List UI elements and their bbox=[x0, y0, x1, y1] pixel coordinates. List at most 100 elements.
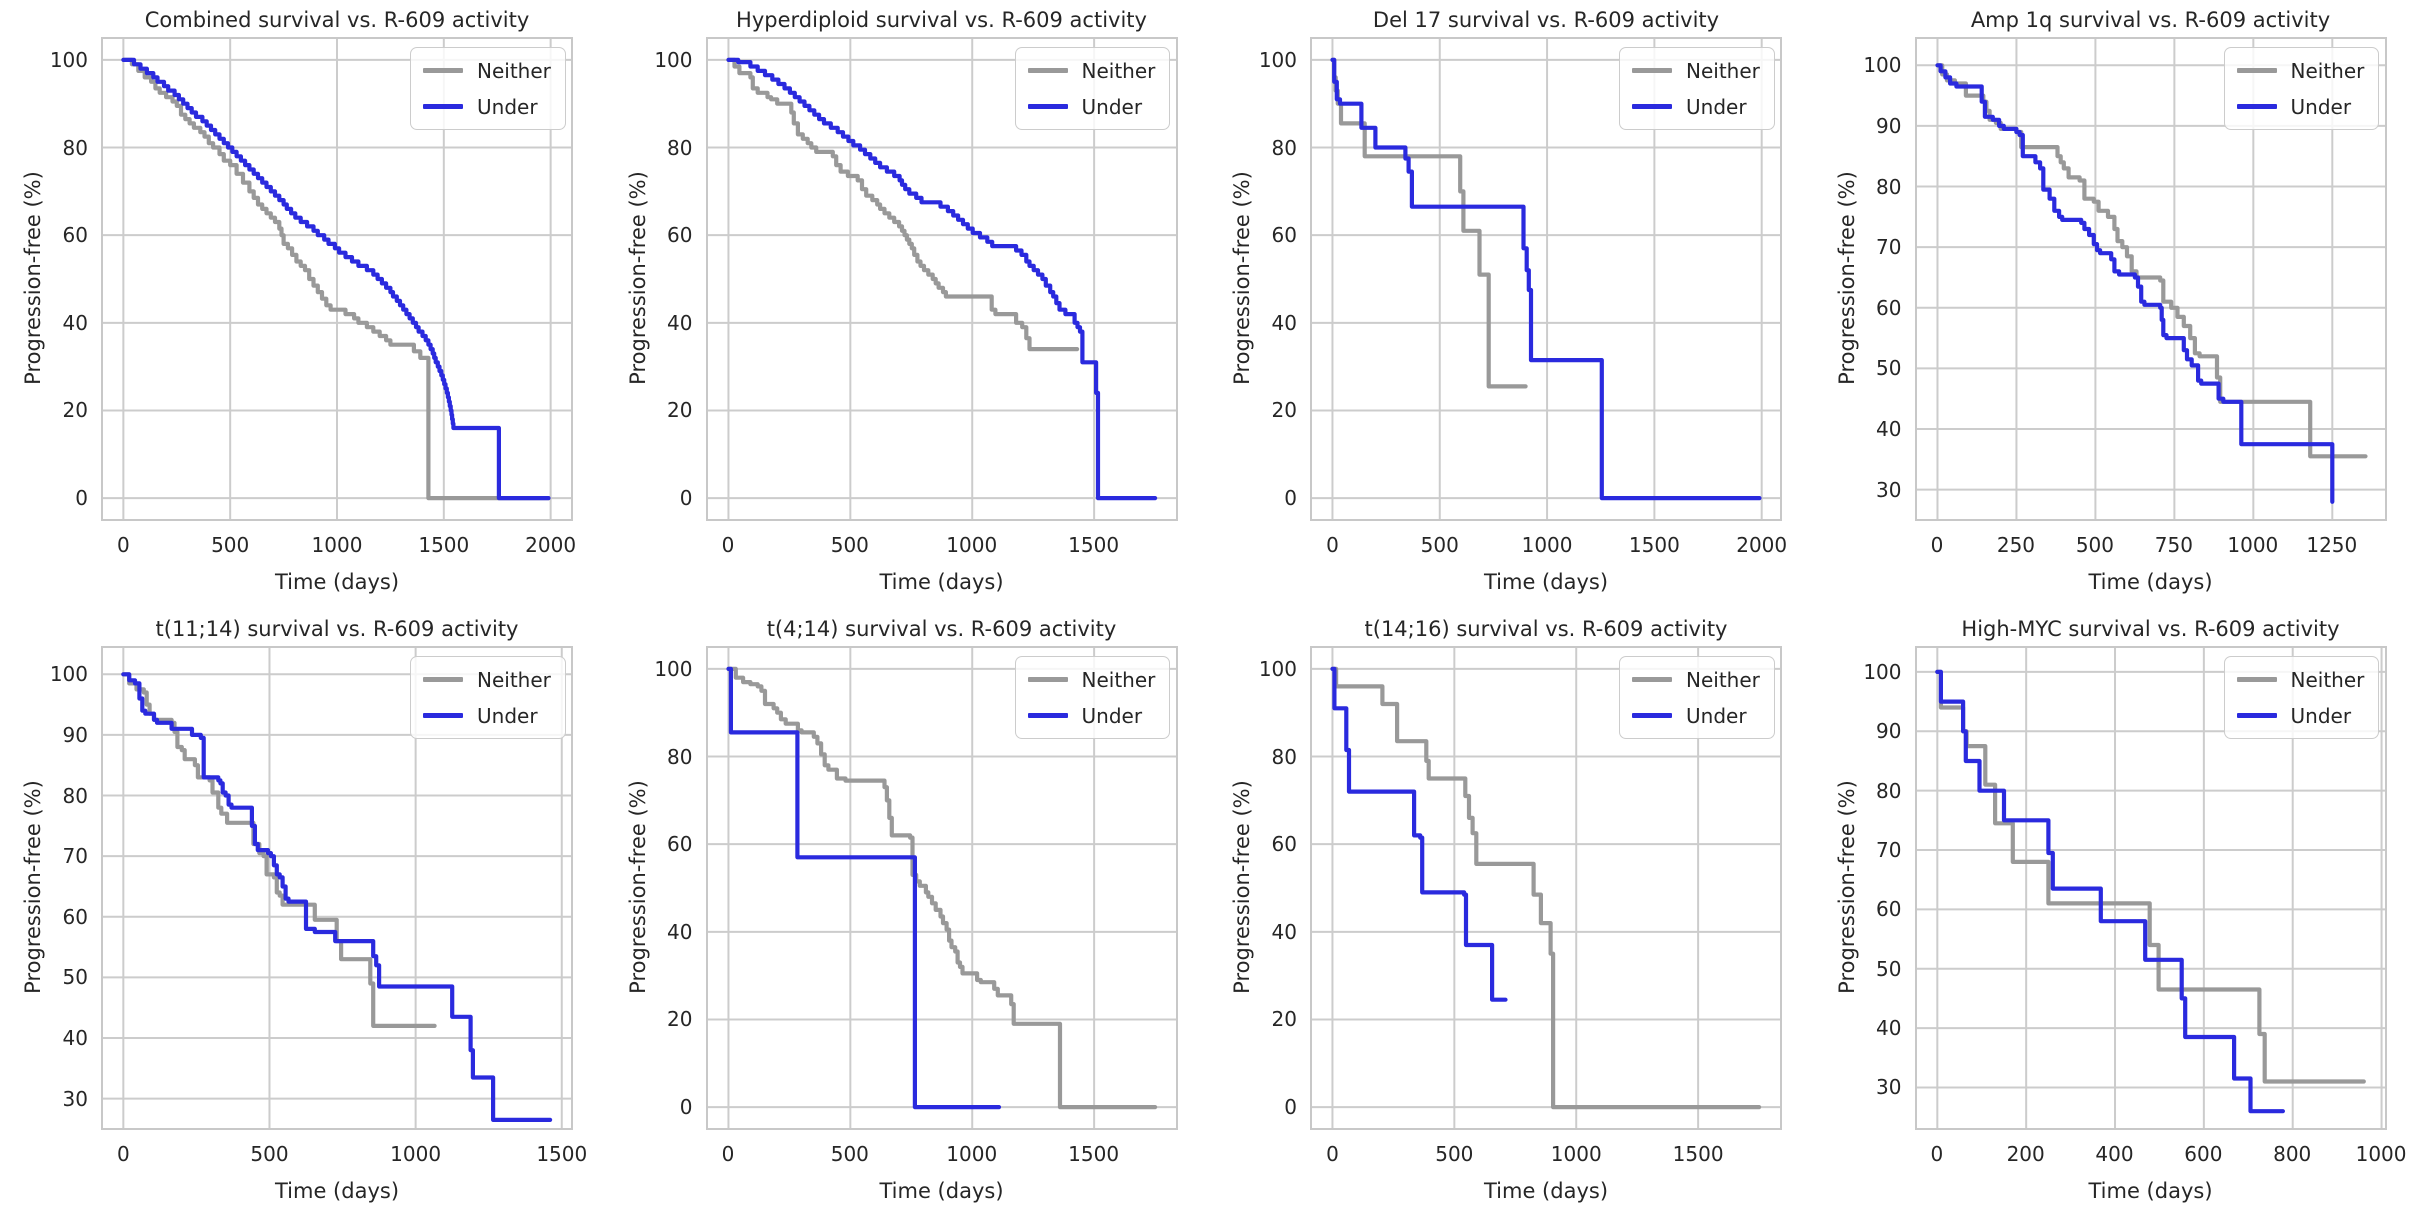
x-tick-label: 400 bbox=[2095, 1142, 2134, 1166]
legend-entry: Under bbox=[1027, 91, 1156, 122]
x-axis-label: Time (days) bbox=[2088, 570, 2213, 594]
y-tick-label: 30 bbox=[1876, 477, 1902, 502]
x-tick-label: 0 bbox=[1930, 533, 1944, 557]
subplot-t-14-16-survival-vs-r-609-activity: t(14;16) survival vs. R-609 activity 0 500… bbox=[1209, 609, 1813, 1218]
x-axis-label: Time (days) bbox=[879, 1179, 1004, 1203]
y-tick-label: 40 bbox=[1876, 1016, 1902, 1041]
survival-curve-under bbox=[121, 672, 553, 1122]
x-tick-label: 500 bbox=[2075, 533, 2114, 557]
y-axis-label: Progression-free (%) bbox=[21, 780, 45, 994]
legend-entry: Neither bbox=[423, 55, 551, 86]
legend-line-swatch bbox=[423, 68, 463, 73]
plot-area bbox=[101, 646, 573, 1130]
survival-curve-under bbox=[1934, 669, 2285, 1114]
chart-title: t(14;16) survival vs. R-609 activity bbox=[1364, 617, 1728, 641]
x-tick-label: 0 bbox=[1930, 1142, 1944, 1166]
y-tick-label: 40 bbox=[667, 919, 693, 944]
y-tick-label: 100 bbox=[1258, 656, 1297, 681]
legend-label: Neither bbox=[1081, 667, 1156, 692]
x-tick-label: 1000 bbox=[946, 1142, 998, 1166]
survival-curve-under bbox=[121, 57, 551, 501]
x-tick-label: 0 bbox=[1326, 533, 1339, 557]
survival-curve-under bbox=[725, 666, 1001, 1110]
y-tick-label: 90 bbox=[1876, 113, 1902, 138]
x-tick-label: 0 bbox=[1326, 1142, 1339, 1166]
y-tick-label: 20 bbox=[1271, 1007, 1297, 1032]
legend-entry: Under bbox=[1632, 91, 1760, 122]
legend-line-swatch bbox=[423, 713, 463, 718]
legend-label: Under bbox=[477, 94, 538, 119]
y-tick-label: 60 bbox=[62, 904, 88, 929]
legend-line-swatch bbox=[423, 677, 463, 682]
subplot-del-17-survival-vs-r-609-activity: Del 17 survival vs. R-609 activity 0 500 10… bbox=[1209, 0, 1813, 609]
y-tick-label: 60 bbox=[1271, 223, 1297, 248]
x-axis-label: Time (days) bbox=[2088, 1179, 2213, 1203]
x-tick-label: 1500 bbox=[418, 533, 470, 557]
y-tick-label: 100 bbox=[654, 47, 693, 72]
y-tick-label: 70 bbox=[1876, 235, 1902, 260]
y-tick-label: 100 bbox=[1863, 53, 1902, 78]
subplot-t-4-14-survival-vs-r-609-activity: t(4;14) survival vs. R-609 activity 0 500 1… bbox=[605, 609, 1209, 1218]
y-tick-label: 20 bbox=[667, 1007, 693, 1032]
x-tick-label: 2000 bbox=[1736, 533, 1788, 557]
legend-label: Under bbox=[2290, 703, 2352, 728]
y-axis-label: Progression-free (%) bbox=[625, 780, 650, 994]
legend-entry: Neither bbox=[2236, 664, 2364, 695]
x-tick-label: 500 bbox=[1435, 1142, 1474, 1166]
y-tick-label: 40 bbox=[62, 310, 88, 335]
legend-line-swatch bbox=[1632, 68, 1672, 73]
x-tick-label: 1500 bbox=[1672, 1142, 1724, 1166]
chart-title: Del 17 survival vs. R-609 activity bbox=[1372, 8, 1720, 32]
y-tick-label: 100 bbox=[1863, 659, 1902, 684]
survival-curve-under bbox=[725, 57, 1157, 501]
x-tick-label: 0 bbox=[116, 533, 130, 557]
y-tick-label: 0 bbox=[679, 486, 693, 511]
y-axis-label: Progression-free (%) bbox=[1230, 780, 1254, 994]
axes-spines bbox=[101, 37, 573, 521]
chart-title: t(11;14) survival vs. R-609 activity bbox=[155, 617, 519, 641]
legend: Neither Under bbox=[1014, 47, 1171, 130]
y-tick-label: 80 bbox=[62, 135, 88, 160]
x-tick-label: 0 bbox=[116, 1142, 130, 1166]
x-tick-label: 1500 bbox=[536, 1142, 588, 1166]
legend-line-swatch bbox=[1027, 713, 1068, 718]
x-tick-label: 500 bbox=[211, 533, 250, 557]
y-tick-label: 100 bbox=[654, 656, 693, 681]
y-tick-label: 0 bbox=[1284, 486, 1297, 511]
y-tick-label: 90 bbox=[1876, 719, 1902, 744]
x-axis-label: Time (days) bbox=[1483, 570, 1609, 594]
y-tick-label: 0 bbox=[1284, 1095, 1297, 1120]
x-axis-label: Time (days) bbox=[274, 1179, 400, 1203]
x-tick-label: 0 bbox=[721, 1142, 735, 1166]
legend-line-swatch bbox=[1027, 68, 1068, 73]
legend-label: Under bbox=[1081, 703, 1143, 728]
chart-title: t(4;14) survival vs. R-609 activity bbox=[766, 617, 1117, 641]
subplot-combined-survival-vs-r-609-activity: Combined survival vs. R-609 activity 0 500… bbox=[0, 0, 604, 609]
plot-area bbox=[1310, 646, 1782, 1130]
x-tick-label: 1500 bbox=[1068, 533, 1120, 557]
legend: Neither Under bbox=[410, 656, 566, 739]
x-tick-label: 500 bbox=[830, 1142, 869, 1166]
legend-entry: Under bbox=[423, 700, 551, 731]
y-tick-label: 100 bbox=[49, 662, 88, 687]
legend-entry: Neither bbox=[2236, 55, 2364, 86]
legend-line-swatch bbox=[2236, 713, 2277, 718]
legend-label: Under bbox=[477, 703, 538, 728]
y-tick-label: 50 bbox=[1876, 356, 1902, 381]
y-tick-label: 20 bbox=[62, 398, 88, 423]
plot-area bbox=[101, 37, 573, 521]
axes-spines bbox=[1310, 646, 1782, 1130]
chart-title: Hyperdiploid survival vs. R-609 activity bbox=[736, 8, 1147, 32]
x-tick-label: 500 bbox=[250, 1142, 289, 1166]
x-tick-label: 500 bbox=[1420, 533, 1459, 557]
axes-spines bbox=[705, 37, 1178, 521]
legend: Neither Under bbox=[2223, 656, 2380, 739]
legend-label: Neither bbox=[477, 58, 551, 83]
x-tick-label: 750 bbox=[2154, 533, 2193, 557]
legend-label: Under bbox=[2290, 94, 2352, 119]
x-tick-label: 1000 bbox=[2227, 533, 2279, 557]
legend-line-swatch bbox=[1027, 104, 1068, 109]
legend-line-swatch bbox=[2236, 677, 2277, 682]
legend-line-swatch bbox=[423, 104, 463, 109]
